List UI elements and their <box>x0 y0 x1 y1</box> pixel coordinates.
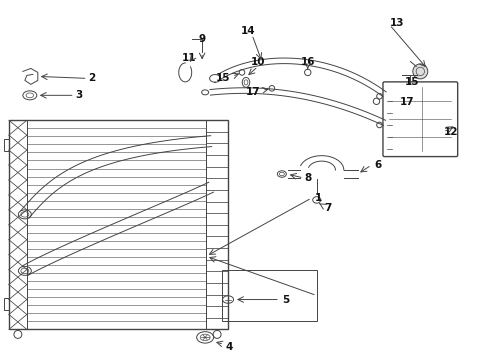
Text: 10: 10 <box>251 58 265 67</box>
Text: 13: 13 <box>390 18 404 28</box>
Text: 14: 14 <box>241 26 255 36</box>
Text: 17: 17 <box>245 87 260 97</box>
Text: 2: 2 <box>89 73 96 84</box>
Text: 5: 5 <box>282 294 289 305</box>
Text: 3: 3 <box>75 90 83 100</box>
Text: 6: 6 <box>374 160 382 170</box>
Text: 1: 1 <box>315 193 322 203</box>
Text: 16: 16 <box>300 58 315 67</box>
Text: 11: 11 <box>182 54 197 63</box>
Text: 8: 8 <box>305 173 312 183</box>
Text: 12: 12 <box>444 127 459 137</box>
Text: 9: 9 <box>198 33 206 44</box>
Text: 17: 17 <box>399 97 414 107</box>
Text: 15: 15 <box>216 73 230 84</box>
Text: 4: 4 <box>225 342 232 352</box>
Circle shape <box>413 64 428 79</box>
Text: 7: 7 <box>325 203 332 213</box>
Text: 15: 15 <box>404 77 419 87</box>
